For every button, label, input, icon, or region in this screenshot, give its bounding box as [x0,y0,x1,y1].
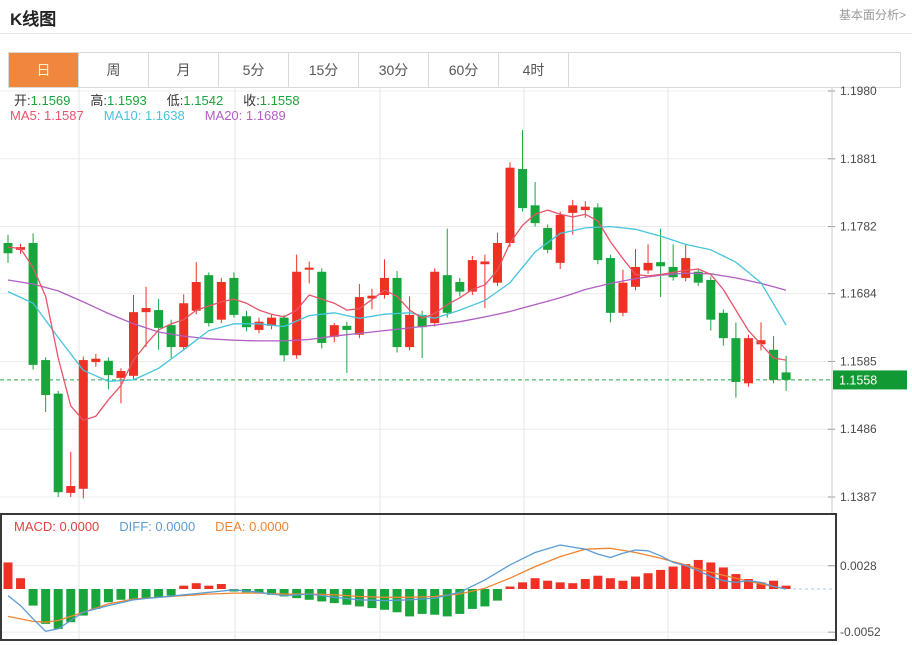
page-title: K线图 [10,10,57,29]
diff-value: 0.0000 [155,519,196,534]
high-label: 高: [90,93,108,108]
ma20-value: 1.1689 [245,108,286,123]
ma10-value: 1.1638 [144,108,185,123]
close-label: 收: [243,93,260,108]
dea-label: DEA: [215,519,246,534]
tab-month[interactable]: 月 [149,53,219,87]
ma5-value: 1.1587 [43,108,84,123]
low-value: 1.1542 [183,93,224,108]
tab-60min[interactable]: 60分 [429,53,499,87]
tab-4hour[interactable]: 4时 [499,53,569,87]
ma10-label: MA10: [103,108,142,123]
ma5-label: MA5: [10,108,41,123]
svg-text:1.1585: 1.1585 [840,354,877,368]
macd-value: 0.0000 [59,519,100,534]
high-value: 1.1593 [107,93,147,108]
svg-text:1.1782: 1.1782 [840,220,877,234]
svg-text:0.0028: 0.0028 [840,559,877,573]
macd-label: MACD: [14,519,56,534]
tab-15min[interactable]: 15分 [289,53,359,87]
ohlc-legend: 开:1.1569 高:1.1593 低:1.1542 收:1.1558 [14,90,320,109]
tab-5min[interactable]: 5分 [219,53,289,87]
tab-day[interactable]: 日 [9,53,79,87]
svg-text:1.1486: 1.1486 [840,422,877,436]
fundamental-analysis-link[interactable]: 基本面分析> [838,8,906,22]
diff-label: DIFF: [119,519,152,534]
svg-text:1.1558: 1.1558 [839,373,877,387]
svg-text:1.1980: 1.1980 [840,84,877,98]
title-divider [0,33,912,34]
tab-30min[interactable]: 30分 [359,53,429,87]
dea-value: 0.0000 [249,519,289,534]
close-value: 1.1558 [259,93,300,108]
svg-text:1.1881: 1.1881 [840,152,877,166]
svg-text:1.1684: 1.1684 [840,287,877,301]
open-value: 1.1569 [30,93,71,108]
svg-text:1.1387: 1.1387 [840,490,877,504]
tab-week[interactable]: 周 [79,53,149,87]
ma20-label: MA20: [204,108,243,123]
open-label: 开: [14,93,31,108]
macd-legend: MACD: 0.0000 DIFF: 0.0000 DEA: 0.0000 [14,519,309,534]
low-label: 低: [166,93,184,108]
period-tab-bar: 日 周 月 5分 15分 30分 60分 4时 [8,52,901,88]
svg-text:-0.0052: -0.0052 [840,625,881,639]
ma-legend: MA5: 1.1587 MA10: 1.1638 MA20: 1.1689 [10,108,306,123]
